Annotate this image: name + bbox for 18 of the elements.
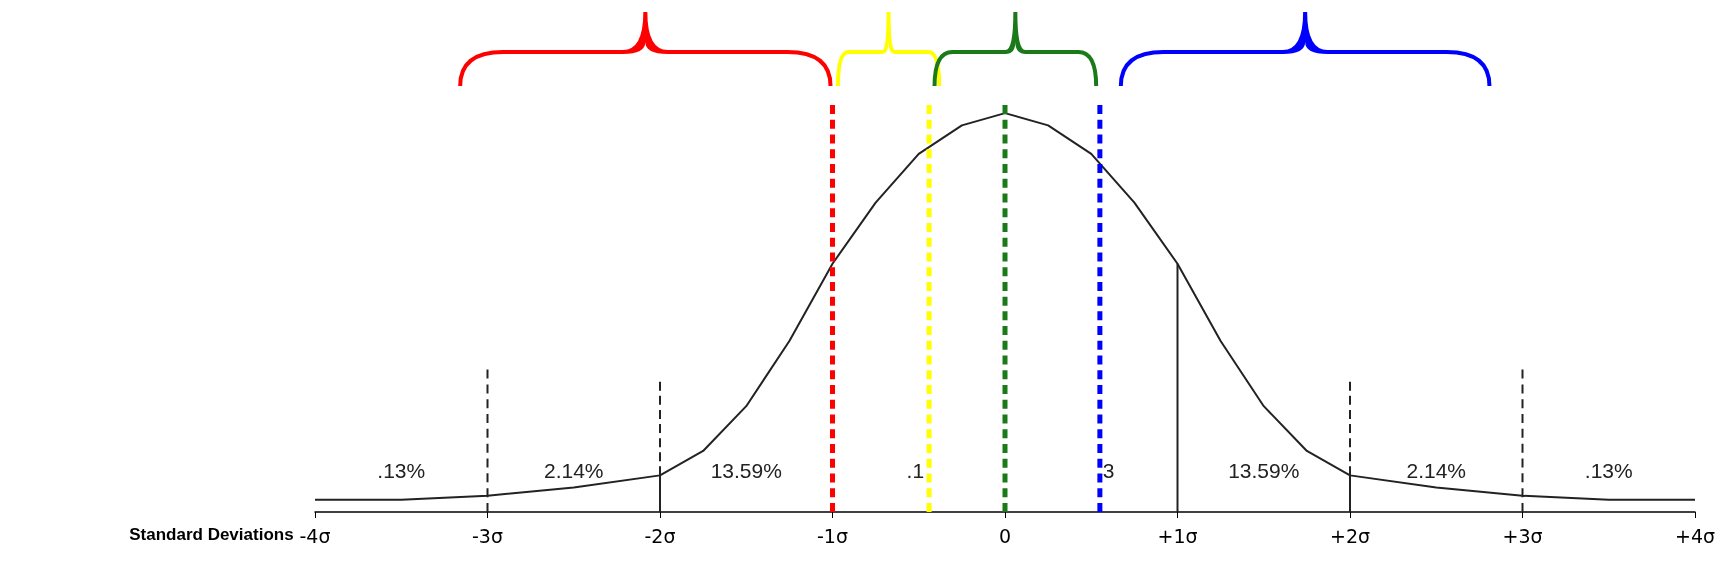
- x-tick-label: -3σ: [472, 524, 503, 547]
- x-tick-label: +1σ: [1157, 524, 1198, 547]
- x-tick-label: -4σ: [299, 524, 331, 547]
- annotation: 3: [1102, 458, 1115, 482]
- annotation: 13.59%: [1228, 458, 1300, 482]
- x-tick-label: -2σ: [644, 524, 676, 547]
- annotation: 2.14%: [543, 458, 604, 482]
- annotation: .13%: [1584, 458, 1633, 482]
- annotation: .13%: [377, 458, 426, 482]
- annotation: .1: [906, 458, 925, 482]
- annotation: 13.59%: [710, 458, 782, 482]
- x-tick-label: +4σ: [1674, 524, 1716, 547]
- x-axis-title: Standard Deviations: [129, 525, 294, 544]
- x-tick-label: 0: [998, 524, 1012, 547]
- x-tick-label: +2σ: [1329, 524, 1371, 547]
- annotation: 2.14%: [1406, 458, 1467, 482]
- x-tick-label: +3σ: [1502, 524, 1543, 547]
- x-tick-label: -1σ: [817, 524, 848, 547]
